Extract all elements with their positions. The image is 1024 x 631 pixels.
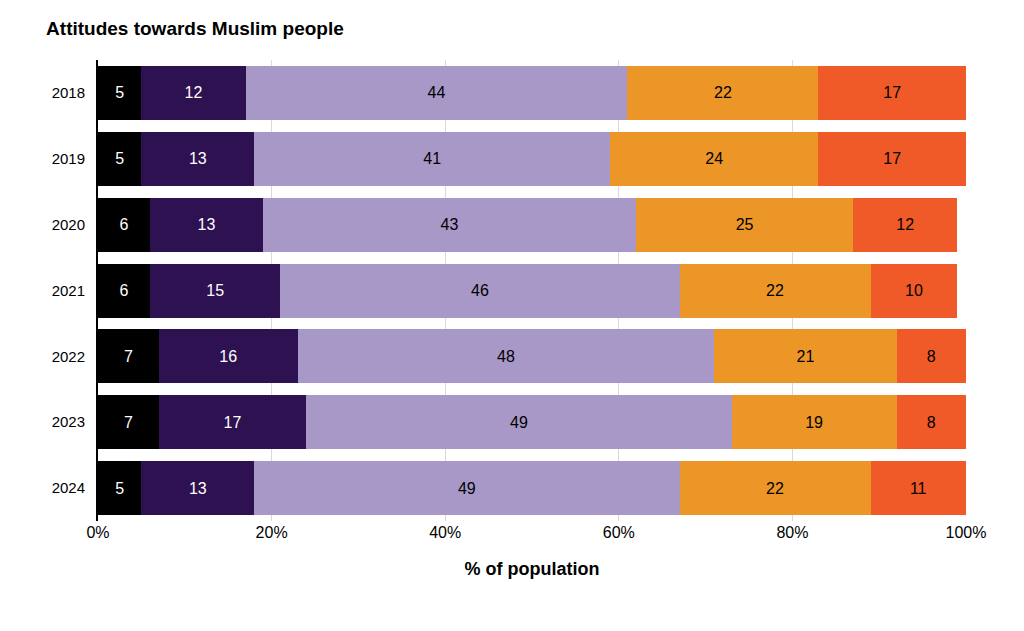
svg-text:13: 13 bbox=[189, 480, 207, 497]
svg-text:49: 49 bbox=[510, 414, 528, 431]
svg-text:5: 5 bbox=[115, 150, 124, 167]
svg-text:22: 22 bbox=[766, 282, 784, 299]
svg-text:19: 19 bbox=[805, 414, 823, 431]
svg-text:12: 12 bbox=[896, 216, 914, 233]
svg-text:21: 21 bbox=[796, 348, 814, 365]
svg-text:8: 8 bbox=[927, 414, 936, 431]
svg-text:5: 5 bbox=[115, 480, 124, 497]
svg-text:25: 25 bbox=[736, 216, 754, 233]
svg-text:2021: 2021 bbox=[52, 282, 85, 299]
svg-text:0%: 0% bbox=[86, 524, 109, 541]
svg-text:46: 46 bbox=[471, 282, 489, 299]
svg-text:22: 22 bbox=[766, 480, 784, 497]
svg-text:% of population: % of population bbox=[465, 559, 600, 579]
svg-text:44: 44 bbox=[428, 84, 446, 101]
svg-text:60%: 60% bbox=[603, 524, 635, 541]
svg-text:6: 6 bbox=[120, 216, 129, 233]
svg-text:100%: 100% bbox=[946, 524, 987, 541]
svg-text:10: 10 bbox=[905, 282, 923, 299]
svg-text:17: 17 bbox=[883, 84, 901, 101]
svg-text:41: 41 bbox=[423, 150, 441, 167]
svg-text:2023: 2023 bbox=[52, 413, 85, 430]
svg-text:7: 7 bbox=[124, 348, 133, 365]
svg-text:2018: 2018 bbox=[52, 84, 85, 101]
svg-text:Attitudes towards Muslim peopl: Attitudes towards Muslim people bbox=[46, 18, 344, 39]
svg-text:80%: 80% bbox=[776, 524, 808, 541]
svg-text:40%: 40% bbox=[429, 524, 461, 541]
svg-text:11: 11 bbox=[910, 480, 927, 497]
svg-text:2024: 2024 bbox=[52, 479, 85, 496]
svg-text:43: 43 bbox=[441, 216, 459, 233]
svg-text:22: 22 bbox=[714, 84, 732, 101]
svg-text:15: 15 bbox=[206, 282, 224, 299]
svg-text:2020: 2020 bbox=[52, 216, 85, 233]
svg-text:20%: 20% bbox=[256, 524, 288, 541]
svg-text:7: 7 bbox=[124, 414, 133, 431]
svg-text:13: 13 bbox=[189, 150, 207, 167]
svg-text:8: 8 bbox=[927, 348, 936, 365]
svg-text:16: 16 bbox=[219, 348, 237, 365]
svg-text:24: 24 bbox=[705, 150, 723, 167]
svg-text:2019: 2019 bbox=[52, 150, 85, 167]
svg-text:5: 5 bbox=[115, 84, 124, 101]
svg-text:13: 13 bbox=[198, 216, 216, 233]
svg-text:17: 17 bbox=[883, 150, 901, 167]
svg-text:48: 48 bbox=[497, 348, 515, 365]
svg-text:49: 49 bbox=[458, 480, 476, 497]
svg-text:6: 6 bbox=[120, 282, 129, 299]
svg-text:17: 17 bbox=[224, 414, 242, 431]
svg-text:2022: 2022 bbox=[52, 348, 85, 365]
svg-text:12: 12 bbox=[185, 84, 203, 101]
